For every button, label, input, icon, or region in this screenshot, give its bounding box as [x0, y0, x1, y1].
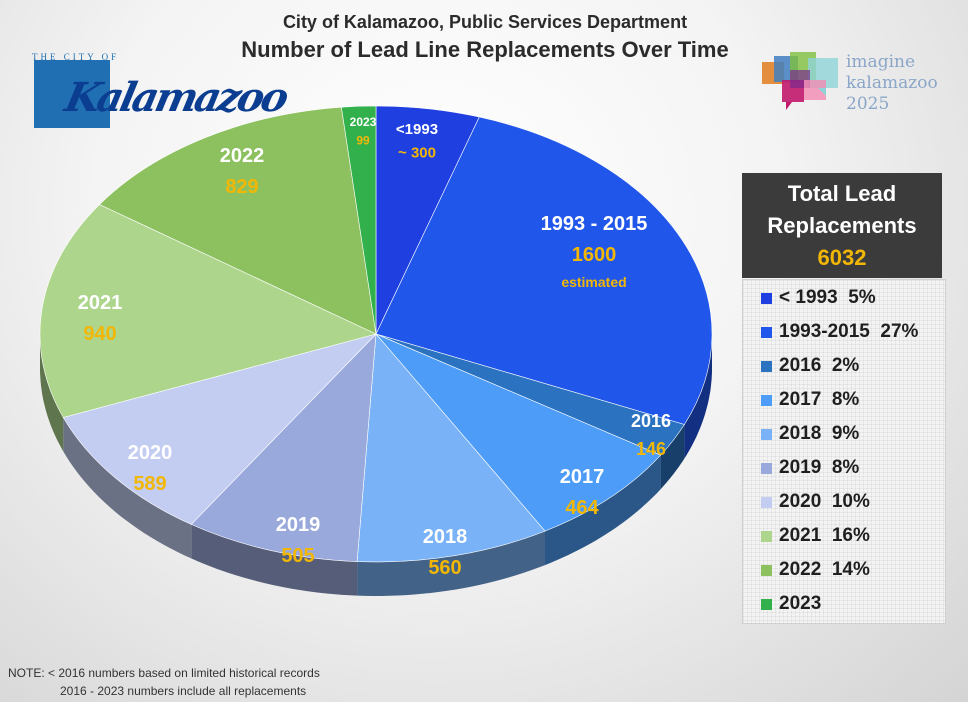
footnote-line-2: 2016 - 2023 numbers include all replacem…: [60, 684, 307, 698]
slice-label--1993: <1993: [396, 121, 438, 138]
pie-slice-2018: [356, 333, 546, 563]
legend-swatch--1993: [761, 292, 772, 304]
imagine-line-3: 2025: [846, 94, 890, 114]
chart-subtitle: City of Kalamazoo, Public Services Depar…: [282, 12, 688, 32]
city-of-kalamazoo-logo: THE CITY OF Kalamazoo: [30, 52, 290, 132]
slice-value-2016: 146: [636, 439, 666, 459]
legend-item-2022: 2022 14%: [761, 559, 870, 581]
slice-label-2016: 2016: [631, 411, 671, 431]
pie-slice-2019: [190, 333, 377, 562]
slice-label-2019: 2019: [276, 514, 321, 536]
legend-swatch-2017: [761, 394, 772, 406]
legend-swatch-2020: [761, 496, 772, 508]
pie-side-2017: [545, 455, 661, 566]
slice-value-1993-2015: 1600: [572, 244, 617, 266]
legend-item-2021: 2021 16%: [761, 525, 870, 547]
pie-side-1993-2015: [684, 334, 712, 459]
legend-swatch-2023: [761, 598, 772, 610]
legend-label-2019: 2019 8%: [779, 457, 860, 478]
legend-swatch-2016: [761, 360, 772, 372]
chart-legend: < 1993 5% 1993-2015 27% 2016 2% 2017 8% 2018…: [742, 279, 946, 624]
legend-item--1993: < 1993 5%: [761, 287, 876, 309]
legend-label-2016: 2016 2%: [779, 355, 860, 376]
legend-label-1993-2015: 1993-2015 27%: [779, 321, 919, 342]
legend-item-2018: 2018 9%: [761, 423, 859, 445]
legend-item-1993-2015: 1993-2015 27%: [761, 321, 918, 343]
legend-label-2017: 2017 8%: [779, 389, 860, 410]
pie-slice-2017: [375, 333, 662, 532]
legend-label--1993: < 1993 5%: [779, 287, 876, 308]
pie-side-2020: [63, 417, 192, 559]
legend-label-2022: 2022 14%: [779, 559, 870, 580]
pie-slice-2020: [62, 333, 377, 525]
legend-label-2021: 2021 16%: [779, 525, 870, 546]
footnote: NOTE: < 2016 numbers based on limited hi…: [8, 664, 320, 700]
logo-city-of-text: THE CITY OF: [32, 52, 120, 62]
legend-label-2023: 2023: [779, 593, 822, 614]
footnote-line-1: NOTE: < 2016 numbers based on limited hi…: [8, 666, 320, 680]
pie-side-2016: [660, 424, 685, 490]
slice-label-2023: 2023: [350, 115, 377, 129]
slice-value-2018: 560: [428, 557, 461, 579]
pie-slice-2022: [98, 106, 377, 335]
legend-swatch-2019: [761, 462, 772, 474]
legend-label-2018: 2018 9%: [779, 423, 860, 444]
total-value: 6032: [817, 245, 867, 270]
total-replacements-box: Total Lead Replacements 6032: [742, 173, 942, 278]
pie-slice-2023: [341, 105, 377, 335]
legend-item-2017: 2017 8%: [761, 389, 859, 411]
slice-value-2020: 589: [133, 473, 166, 495]
slice-label-2017: 2017: [560, 466, 605, 488]
chart-title: Number of Lead Line Replacements Over Ti…: [241, 37, 729, 62]
slice-value-2021: 940: [83, 323, 116, 345]
slice-value-2017: 464: [565, 497, 599, 519]
slice-label-2021: 2021: [78, 292, 123, 314]
slice-label-2020: 2020: [128, 442, 173, 464]
chart-header: City of Kalamazoo, Public Services Depar…: [160, 10, 810, 66]
slice-value-2023: 99: [356, 134, 370, 148]
slice-label-2018: 2018: [423, 526, 468, 548]
imagine-kalamazoo-logo: imagine kalamazoo 2025: [760, 50, 960, 130]
legend-swatch-2021: [761, 530, 772, 542]
legend-swatch-1993-2015: [761, 326, 772, 338]
slice-label-1993-2015: 1993 - 2015: [541, 213, 648, 235]
logo-blue-block: [34, 60, 110, 128]
imagine-line-1: imagine: [846, 52, 916, 72]
legend-label-2020: 2020 10%: [779, 491, 870, 512]
legend-item-2023: 2023: [761, 593, 821, 615]
slice-value-2019: 505: [281, 545, 314, 567]
legend-item-2016: 2016 2%: [761, 355, 859, 377]
legend-swatch-2022: [761, 564, 772, 576]
pie-side-2021: [40, 334, 64, 452]
pie-slice-1993-2015: [375, 116, 713, 425]
imagine-text: imagine kalamazoo 2025: [846, 52, 938, 115]
slice-value--1993: ~ 300: [398, 144, 436, 161]
pie-side-2019: [191, 524, 358, 596]
slice-note-1993-2015: estimated: [561, 274, 626, 290]
pie-side-2018: [357, 531, 545, 596]
imagine-speech-bubbles-icon: [762, 52, 838, 110]
slice-value-2022: 829: [225, 176, 258, 198]
imagine-line-2: kalamazoo: [846, 73, 938, 93]
slice-label-2022: 2022: [220, 145, 265, 167]
legend-item-2020: 2020 10%: [761, 491, 870, 513]
pie-slice-2021: [39, 204, 377, 418]
total-title-line-2: Replacements: [767, 213, 917, 238]
legend-swatch-2018: [761, 428, 772, 440]
total-title-line-1: Total Lead: [787, 181, 897, 206]
legend-item-2019: 2019 8%: [761, 457, 859, 479]
